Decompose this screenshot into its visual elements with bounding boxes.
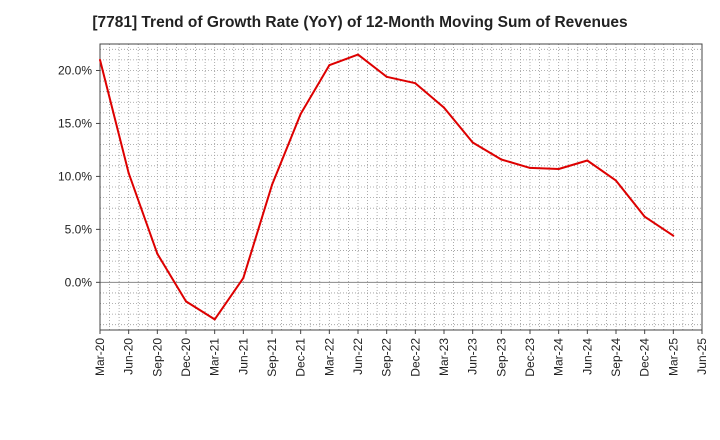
x-tick-label: Sep-23 (494, 338, 508, 377)
data-point (643, 215, 646, 218)
data-point (357, 53, 359, 56)
y-tick-label: 5.0% (65, 222, 93, 236)
data-point (586, 159, 589, 162)
data-point (672, 234, 675, 237)
data-point (271, 183, 273, 186)
x-tick-label: Sep-21 (265, 338, 279, 377)
data-point (500, 158, 503, 161)
data-point (299, 112, 302, 115)
data-point (385, 75, 388, 78)
x-tick-label: Mar-23 (437, 338, 451, 376)
x-tick-label: Dec-21 (294, 338, 308, 377)
x-tick-label: Mar-22 (322, 338, 336, 376)
data-point (529, 166, 531, 169)
data-point (156, 252, 159, 255)
x-tick-label: Jun-25 (695, 338, 709, 375)
data-point (471, 141, 474, 144)
x-tick-label: Mar-21 (208, 338, 222, 376)
x-tick-label: Jun-22 (351, 338, 365, 375)
x-tick-label: Sep-24 (609, 338, 623, 377)
x-tick-label: Dec-23 (523, 338, 537, 377)
data-point (443, 106, 445, 109)
data-point (328, 64, 331, 67)
y-tick-label: 10.0% (58, 169, 92, 183)
x-tick-label: Mar-25 (666, 338, 680, 376)
data-point (242, 277, 245, 280)
data-point (414, 82, 417, 85)
data-point (127, 172, 130, 175)
x-tick-label: Sep-22 (380, 338, 394, 377)
data-point (99, 58, 101, 61)
data-point (213, 318, 216, 321)
data-point (557, 168, 560, 170)
x-tick-label: Sep-20 (150, 338, 164, 377)
plot-border (99, 43, 703, 331)
y-tick-label: 15.0% (58, 116, 92, 130)
x-tick-label: Jun-20 (122, 338, 136, 375)
x-tick-label: Dec-24 (638, 338, 652, 377)
x-tick-label: Mar-24 (552, 338, 566, 376)
y-tick-label: 0.0% (65, 275, 93, 289)
x-tick-label: Dec-20 (179, 338, 193, 377)
data-point (615, 179, 617, 182)
x-tick-label: Mar-20 (93, 338, 107, 376)
x-tick-label: Jun-23 (466, 338, 480, 375)
x-tick-label: Jun-24 (580, 338, 594, 375)
y-tick-label: 20.0% (58, 63, 92, 77)
chart-title: [7781] Trend of Growth Rate (YoY) of 12-… (92, 14, 628, 31)
x-tick-label: Dec-22 (408, 338, 422, 377)
x-tick-label: Jun-21 (236, 338, 250, 375)
data-point (185, 300, 187, 303)
